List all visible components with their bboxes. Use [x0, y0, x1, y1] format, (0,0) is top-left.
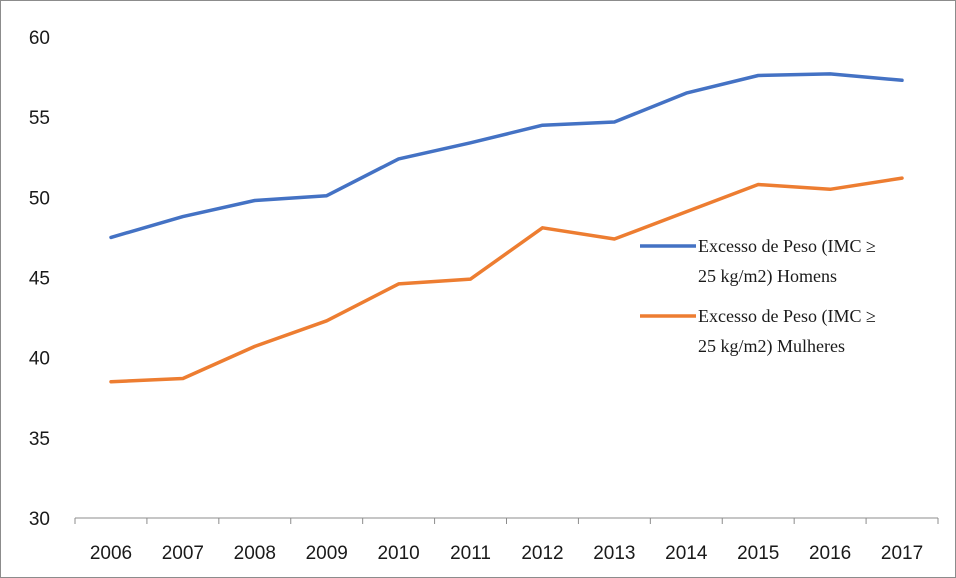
x-tick-label-2013: 2013 — [593, 543, 635, 564]
y-axis-tick-labels: 30 35 40 45 50 55 60 — [29, 28, 50, 530]
x-tick-label-2010: 2010 — [377, 543, 419, 564]
legend-label-mulheres-line1: Excesso de Peso (IMC ≥ — [698, 306, 876, 327]
y-tick-label-30: 30 — [29, 509, 50, 530]
y-tick-label-50: 50 — [29, 188, 50, 209]
legend-label-mulheres-line2: 25 kg/m2) Mulheres — [698, 336, 845, 357]
x-axis-tick-labels: 2006 2007 2008 2009 2010 2011 2012 2013 2014 2015… — [90, 543, 923, 564]
y-tick-label-60: 60 — [29, 28, 50, 49]
legend-label-homens-line2: 25 kg/m2) Homens — [698, 266, 837, 287]
legend-entry-homens: Excesso de Peso (IMC ≥ 25 kg/m2) Homens — [640, 236, 876, 287]
y-tick-label-45: 45 — [29, 269, 50, 290]
x-tick-label-2007: 2007 — [162, 543, 204, 564]
x-tick-label-2006: 2006 — [90, 543, 132, 564]
x-axis-ticks — [74, 518, 939, 524]
x-tick-label-2015: 2015 — [737, 543, 779, 564]
x-tick-label-2017: 2017 — [881, 543, 923, 564]
series-lines — [109, 72, 904, 384]
x-tick-label-2016: 2016 — [809, 543, 851, 564]
legend: Excesso de Peso (IMC ≥ 25 kg/m2) Homens … — [640, 236, 876, 357]
x-tick-label-2011: 2011 — [450, 543, 491, 564]
x-tick-label-2008: 2008 — [234, 543, 276, 564]
y-tick-label-35: 35 — [29, 429, 50, 450]
y-tick-label-55: 55 — [29, 108, 50, 129]
x-tick-label-2009: 2009 — [306, 543, 348, 564]
legend-label-homens-line1: Excesso de Peso (IMC ≥ — [698, 236, 876, 257]
series-line-mulheres — [109, 176, 904, 384]
x-tick-label-2014: 2014 — [665, 543, 708, 564]
x-tick-label-2012: 2012 — [521, 543, 563, 564]
series-line-homens — [109, 72, 904, 240]
legend-entry-mulheres: Excesso de Peso (IMC ≥ 25 kg/m2) Mulhere… — [640, 306, 876, 357]
y-tick-label-40: 40 — [29, 349, 50, 370]
